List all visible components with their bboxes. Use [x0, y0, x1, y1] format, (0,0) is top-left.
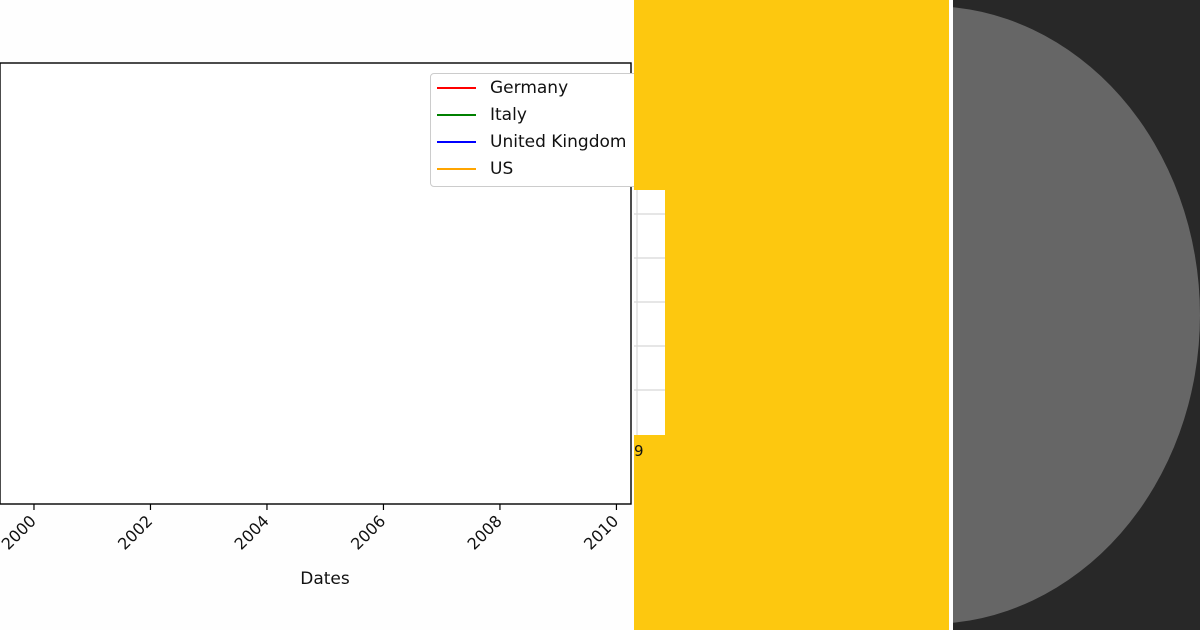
- legend-line-us: [437, 168, 476, 170]
- x-tick-label: 2004: [231, 511, 273, 553]
- x-tick-label: 2010: [580, 511, 622, 553]
- legend-item-us: US: [431, 157, 513, 181]
- inset-chart-fragment: [634, 190, 665, 435]
- legend-label-germany: Germany: [490, 78, 569, 98]
- chart-legend: Germany Italy United Kingdom US: [430, 73, 634, 187]
- legend-label-italy: Italy: [490, 105, 527, 125]
- legend-line-germany: [437, 87, 476, 89]
- x-axis-ticks: 2000 2002 2004 2006 2008 2010: [0, 504, 622, 554]
- x-tick-label: 2006: [347, 511, 389, 553]
- legend-item-united-kingdom: United Kingdom: [431, 130, 626, 154]
- legend-item-italy: Italy: [431, 103, 527, 127]
- dark-panel: [953, 0, 1200, 630]
- panel-divider: [949, 0, 953, 630]
- legend-line-united-kingdom: [437, 141, 476, 143]
- chart-panel: 2000 2002 2004 2006 2008 2010 Dates Germany I…: [0, 62, 634, 589]
- inset-gridlines: [634, 190, 665, 435]
- x-tick-label: 2008: [464, 511, 506, 553]
- legend-label-united-kingdom: United Kingdom: [490, 132, 627, 152]
- inset-tick-label: 9: [634, 442, 644, 460]
- yellow-panel: [634, 0, 949, 630]
- legend-line-italy: [437, 114, 476, 116]
- x-axis-label: Dates: [300, 569, 350, 589]
- legend-item-germany: Germany: [431, 76, 568, 100]
- x-tick-label: 2000: [0, 511, 40, 553]
- x-tick-label: 2002: [114, 511, 156, 553]
- gray-circle-shape: [953, 6, 1200, 624]
- legend-label-us: US: [490, 159, 514, 179]
